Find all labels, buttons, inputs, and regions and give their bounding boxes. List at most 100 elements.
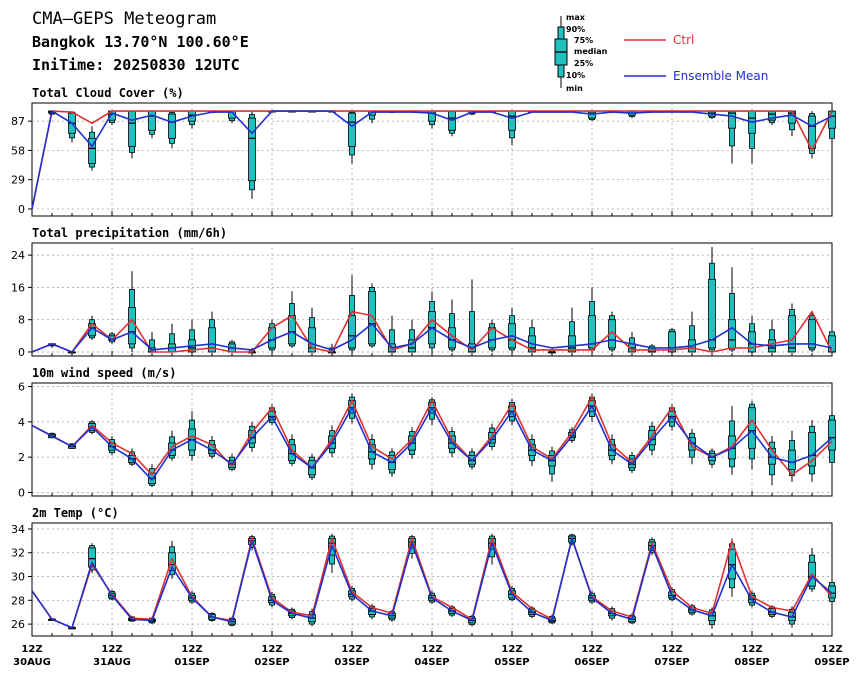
panel-title: Total precipitation (mm/6h) [32, 226, 227, 240]
legend-max-label: max [566, 13, 586, 22]
box-inner [208, 327, 216, 353]
box-inner [568, 335, 576, 353]
box-inner [668, 331, 676, 353]
boxplots [48, 393, 836, 488]
box-inner [808, 115, 816, 149]
legend-ctrl-label: Ctrl [673, 33, 694, 47]
x-tick-label-date: 08SEP [734, 657, 769, 668]
legend: max 90% 75% median 25% 10% min Ctrl Ense… [554, 13, 768, 93]
box-inner [708, 278, 716, 349]
boxplot [268, 319, 276, 352]
x-tick-label-date: 01SEP [174, 657, 209, 668]
box-inner [308, 327, 316, 353]
y-tick-label: 0 [18, 486, 25, 499]
box-inner [508, 110, 516, 131]
boxplot [748, 110, 756, 164]
boxplot [208, 311, 216, 353]
ensemble-mean-series-line [31, 322, 833, 353]
boxplot [128, 110, 136, 159]
legend-ensemble-mean-label: Ensemble Mean [673, 69, 768, 83]
boxplot [768, 319, 776, 353]
boxplot [468, 279, 476, 353]
x-tick-label-date: 31AUG [93, 657, 131, 668]
x-tick-label-date: 03SEP [334, 657, 369, 668]
ensemble-mean-series-line [31, 537, 833, 629]
boxplot [728, 405, 736, 475]
y-tick-label: 26 [11, 618, 25, 631]
box-inner [88, 137, 96, 164]
y-tick-label: 16 [11, 281, 25, 294]
x-tick-label-date: 04SEP [414, 657, 449, 668]
x-tick-label-date: 02SEP [254, 657, 289, 668]
boxplot [228, 339, 236, 353]
boxplot [448, 110, 456, 137]
boxplot [568, 307, 576, 353]
legend-median-label: median [574, 47, 608, 56]
boxplot-legend-icon [554, 16, 568, 88]
legend-min-label: min [566, 84, 583, 93]
boxplot [548, 446, 556, 482]
x-tick-label-hour: 12Z [261, 644, 282, 655]
boxplot [588, 110, 596, 122]
x-tick-label-date: 30AUG [13, 657, 51, 668]
boxplot [768, 435, 776, 486]
box-inner [608, 319, 616, 349]
x-tick-label-hour: 12Z [21, 644, 42, 655]
x-axis: 12Z 30AUG 12Z 31AUG 12Z 01SEP 12Z 02SEP 12Z 03SEP… [13, 644, 849, 668]
boxplot [748, 315, 756, 353]
y-tick-label: 34 [11, 523, 25, 536]
legend-p25-label: 25% [574, 59, 593, 68]
boxplot [348, 111, 356, 164]
panel-title: 2m Temp (°C) [32, 506, 119, 520]
y-tick-label: 32 [11, 547, 25, 560]
x-tick-label-hour: 12Z [661, 644, 682, 655]
x-tick-label-hour: 12Z [581, 644, 602, 655]
x-tick-label-hour: 12Z [341, 644, 362, 655]
boxplot [728, 267, 736, 352]
boxplot [88, 126, 96, 171]
boxplot [248, 111, 256, 199]
boxplot [788, 303, 796, 353]
box-inner [828, 335, 836, 353]
y-tick-label: 30 [11, 571, 25, 584]
x-tick-label-hour: 12Z [741, 644, 762, 655]
boxplot [828, 411, 836, 475]
cloud-cover-panel: Total Cloud Cover (%) 0 29 58 87 [11, 86, 836, 217]
box-inner [788, 449, 796, 470]
boxplot [328, 425, 336, 458]
box-inner [748, 407, 756, 449]
boxplot [288, 291, 296, 348]
box-inner [348, 315, 356, 349]
box-inner [248, 117, 256, 182]
boxplot [808, 111, 816, 159]
ctrl-series-line [31, 310, 833, 353]
panel-title: 10m wind speed (m/s) [32, 366, 177, 380]
x-tick-label-hour: 12Z [181, 644, 202, 655]
precipitation-panel: Total precipitation (mm/6h) 0 8 16 24 [11, 226, 836, 359]
box-inner [808, 432, 816, 467]
location-label: Bangkok 13.70°N 100.60°E [32, 33, 249, 51]
ctrl-series-line [31, 396, 833, 476]
boxplot [588, 287, 596, 352]
x-tick-label-hour: 12Z [821, 644, 842, 655]
box-inner [128, 307, 136, 345]
boxplot [528, 319, 536, 353]
y-tick-label: 0 [18, 346, 25, 359]
box-inner [728, 319, 736, 349]
box-inner [128, 110, 136, 147]
ensemble-mean-series-line [31, 110, 833, 210]
boxplot [628, 110, 636, 119]
x-tick-label-hour: 12Z [421, 644, 442, 655]
x-tick-label-hour: 12Z [501, 644, 522, 655]
box-inner [168, 552, 176, 571]
y-tick-label: 28 [11, 594, 25, 607]
y-tick-label: 87 [11, 115, 25, 128]
box-inner [368, 291, 376, 345]
boxplot [508, 110, 516, 146]
boxplots [48, 110, 836, 199]
wind-speed-panel: 10m wind speed (m/s) 0 2 4 6 [18, 366, 836, 499]
boxplot [488, 319, 496, 352]
boxplot [448, 299, 456, 352]
boxplot [728, 110, 736, 164]
